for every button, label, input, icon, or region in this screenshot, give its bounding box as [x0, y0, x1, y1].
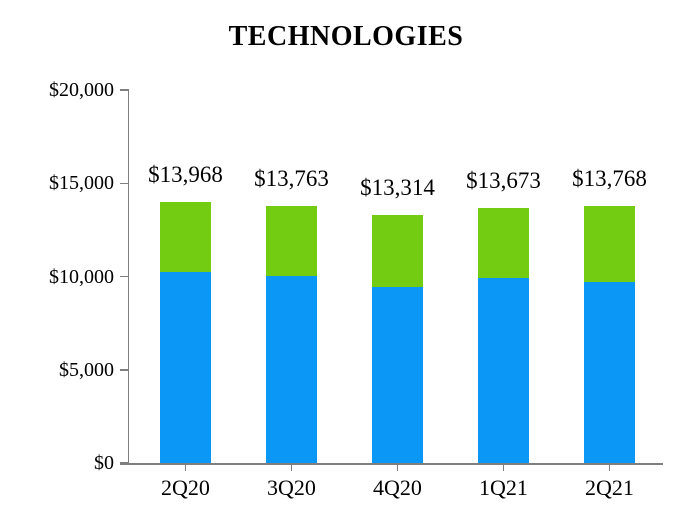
bar-segment-blue-2Q21 [584, 282, 635, 463]
bar-segment-blue-2Q20 [160, 272, 211, 463]
x-axis-tick-label: 4Q20 [373, 475, 422, 500]
bar-total-label: $13,673 [466, 167, 541, 193]
bar-segment-green-2Q20 [160, 202, 211, 273]
x-axis-tick-label: 1Q21 [479, 475, 528, 500]
y-axis-line [127, 90, 129, 465]
x-axis-line [120, 463, 663, 465]
bar-total-label: $13,314 [360, 174, 435, 200]
y-axis-tick-label: $10,000 [49, 265, 114, 288]
bar-segment-green-1Q21 [478, 207, 529, 279]
y-axis-tick-label: $20,000 [49, 79, 114, 101]
x-axis-tick [290, 463, 293, 471]
y-axis-tick [120, 89, 129, 91]
bar-total-label: $13,968 [148, 162, 223, 188]
x-axis-tick-label: 3Q20 [267, 475, 316, 500]
x-axis-tick-label: 2Q20 [161, 475, 210, 500]
bar-segment-green-4Q20 [372, 214, 423, 288]
y-axis-tick [120, 275, 129, 278]
x-axis-tick-label: 2Q21 [585, 475, 634, 500]
y-axis-tick-label: $0 [94, 452, 114, 474]
y-axis-tick [120, 182, 129, 184]
x-axis-tick [184, 463, 187, 471]
bar-segment-blue-3Q20 [266, 275, 317, 463]
y-axis-tick [120, 369, 129, 371]
bar-total-label: $13,768 [572, 166, 647, 192]
chart-title: TECHNOLOGIES [228, 21, 464, 52]
x-axis-tick [608, 463, 611, 471]
bar-segment-blue-4Q20 [372, 287, 423, 463]
y-axis-tick [120, 462, 129, 464]
bar-segment-green-2Q21 [584, 206, 635, 283]
bar-segment-blue-1Q21 [478, 278, 529, 463]
bar-segment-green-3Q20 [266, 206, 317, 276]
y-axis-tick-label: $15,000 [49, 172, 114, 195]
bar-total-label: $13,763 [254, 166, 329, 192]
x-axis-tick [502, 463, 505, 471]
x-axis-tick [396, 463, 399, 471]
y-axis-tick-label: $5,000 [59, 358, 114, 381]
